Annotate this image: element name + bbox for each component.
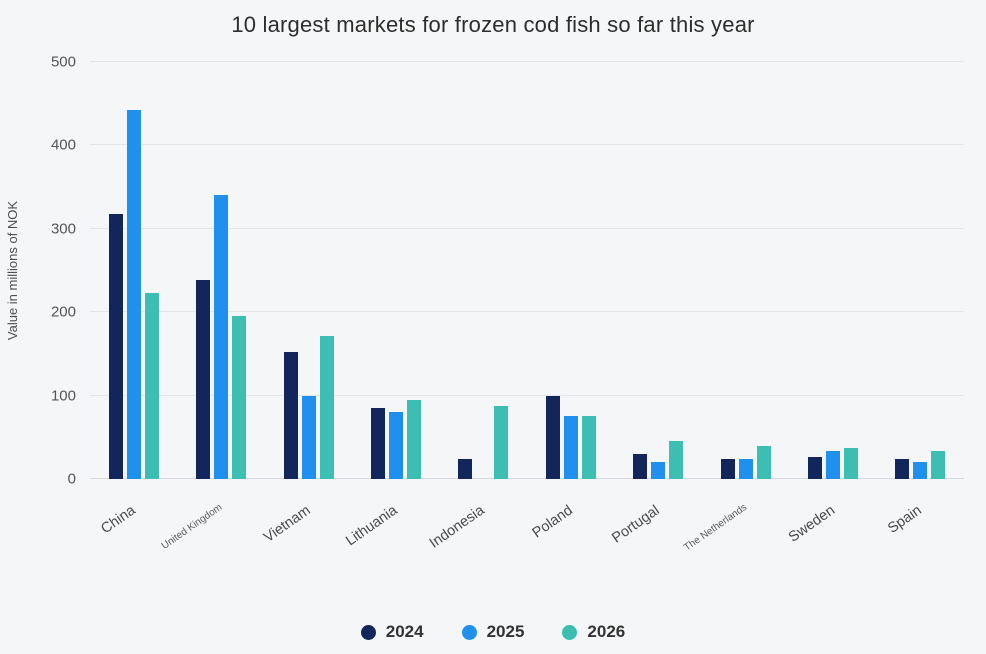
gridline-100 bbox=[90, 394, 964, 396]
x-label-cell-poland: Poland bbox=[527, 485, 614, 595]
x-label-poland: Poland bbox=[529, 502, 576, 542]
legend-dot-2025 bbox=[461, 624, 477, 640]
bar-2024-portugal bbox=[633, 453, 648, 479]
y-tick-300: 300 bbox=[50, 220, 76, 238]
x-label-portugal: Portugal bbox=[609, 502, 663, 547]
gridline-400 bbox=[90, 144, 964, 146]
bar-2024-spain bbox=[895, 458, 910, 479]
x-label-cell-united-kingdom: United Kingdom bbox=[160, 485, 264, 595]
bar-group-indonesia bbox=[440, 62, 527, 479]
legend-item-2026[interactable]: 2026 bbox=[562, 622, 625, 642]
bar-2025-spain bbox=[913, 461, 928, 479]
legend-dot-2024 bbox=[360, 624, 376, 640]
bar-2026-vietnam bbox=[319, 335, 334, 479]
bar-2024-the-netherlands bbox=[720, 458, 735, 479]
bar-2025-united-kingdom bbox=[214, 195, 229, 479]
x-label-cell-spain: Spain bbox=[877, 485, 964, 595]
bar-2026-portugal bbox=[669, 441, 684, 479]
bar-2024-sweden bbox=[807, 457, 822, 479]
bar-group-china bbox=[90, 62, 177, 479]
bar-2026-united-kingdom bbox=[232, 315, 247, 479]
y-tick-200: 200 bbox=[50, 303, 76, 321]
bar-group-portugal bbox=[614, 62, 701, 479]
bar-group-sweden bbox=[789, 62, 876, 479]
bar-2024-vietnam bbox=[283, 352, 298, 479]
bar-2026-poland bbox=[581, 415, 596, 479]
bar-2025-lithuania bbox=[388, 412, 403, 479]
y-tick-500: 500 bbox=[50, 53, 76, 71]
x-label-cell-lithuania: Lithuania bbox=[343, 485, 439, 595]
bar-2024-poland bbox=[545, 396, 560, 479]
bar-2026-sweden bbox=[843, 448, 858, 479]
bar-groups bbox=[90, 62, 964, 479]
plot-area: 0 100 200 300 400 500 bbox=[51, 54, 964, 488]
bar-2024-united-kingdom bbox=[196, 279, 211, 479]
gridline-300 bbox=[90, 227, 964, 229]
y-tick-0: 0 bbox=[67, 470, 76, 488]
bar-group-the-netherlands bbox=[702, 62, 789, 479]
bar-2026-indonesia bbox=[494, 405, 509, 479]
x-label-cell-sweden: Sweden bbox=[785, 485, 876, 595]
y-axis-title-text: Value in millions of NOK bbox=[5, 200, 21, 341]
x-label-cell-indonesia: Indonesia bbox=[427, 485, 527, 595]
legend-label-2026: 2026 bbox=[587, 622, 626, 641]
bar-2025-sweden bbox=[825, 450, 840, 479]
bar-2026-spain bbox=[931, 450, 946, 479]
bar-2025-poland bbox=[563, 415, 578, 479]
legend-item-2025[interactable]: 2025 bbox=[461, 622, 525, 642]
chart-title: 10 largest markets for frozen cod fish s… bbox=[231, 12, 755, 37]
legend-label-2024: 2024 bbox=[385, 622, 424, 641]
legend-item-2024[interactable]: 2024 bbox=[360, 622, 424, 642]
bar-2025-vietnam bbox=[301, 396, 316, 479]
bar-group-vietnam bbox=[265, 62, 352, 479]
bar-group-lithuania bbox=[352, 62, 439, 479]
bar-2026-lithuania bbox=[406, 399, 421, 479]
bar-group-united-kingdom bbox=[177, 62, 264, 479]
x-label-spain: Spain bbox=[885, 502, 925, 537]
bar-2024-lithuania bbox=[370, 408, 385, 479]
x-label-cell-the-netherlands: The Netherlands bbox=[682, 485, 789, 595]
legend-label-2025: 2025 bbox=[486, 622, 525, 641]
x-label-lithuania: Lithuania bbox=[343, 502, 401, 550]
y-tick-400: 400 bbox=[50, 136, 76, 154]
gridline-0 bbox=[90, 478, 964, 479]
x-label-cell-vietnam: Vietnam bbox=[261, 485, 352, 595]
bar-2025-china bbox=[126, 110, 141, 479]
bar-2025-the-netherlands bbox=[738, 458, 753, 479]
y-tick-100: 100 bbox=[50, 387, 76, 405]
x-label-vietnam: Vietnam bbox=[260, 502, 314, 546]
gridline-200 bbox=[90, 311, 964, 313]
y-axis-title: Value in millions of NOK bbox=[0, 62, 26, 479]
bar-2026-china bbox=[144, 293, 159, 479]
legend: 2024 2025 2026 bbox=[0, 622, 986, 642]
gridline-500 bbox=[90, 61, 964, 62]
bar-group-poland bbox=[527, 62, 614, 479]
bar-2026-the-netherlands bbox=[756, 445, 771, 479]
bar-group-spain bbox=[877, 62, 964, 479]
bar-2024-china bbox=[108, 213, 123, 479]
x-label-china: China bbox=[98, 502, 139, 538]
x-axis-labels: China United Kingdom Vietnam Lithuania Indon… bbox=[90, 485, 964, 595]
legend-dot-2026 bbox=[562, 624, 578, 640]
bar-2025-portugal bbox=[651, 461, 666, 479]
x-label-sweden: Sweden bbox=[785, 502, 838, 546]
bar-2024-indonesia bbox=[458, 458, 473, 479]
